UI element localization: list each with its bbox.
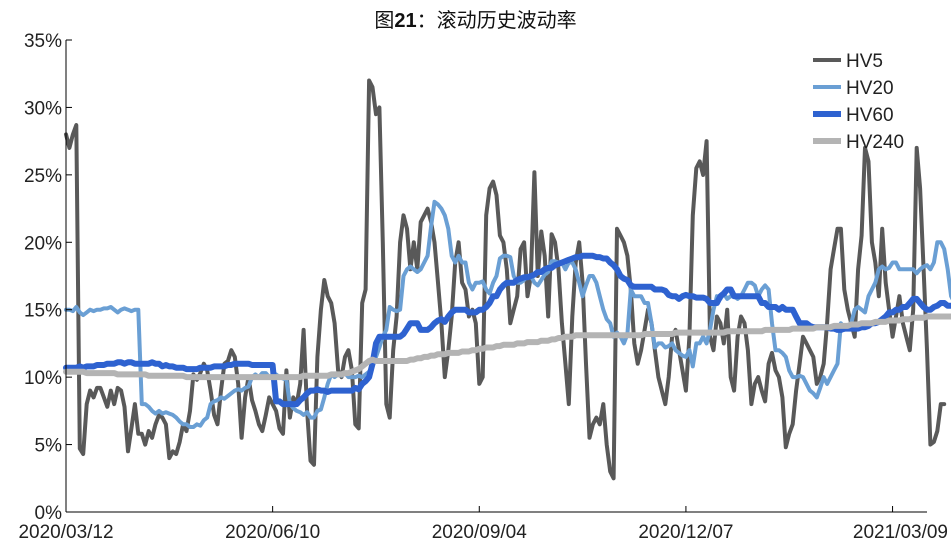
y-tick-label: 15% [24, 301, 62, 322]
legend: HV5 HV20 HV60 HV240 [813, 51, 904, 153]
x-tick-label: 2020/12/07 [638, 522, 733, 541]
series-line-hv5 [64, 78, 947, 481]
y-tick-label: 0% [35, 503, 63, 524]
chart-title: 图21：滚动历史波动率 [374, 8, 577, 32]
x-tick-label: 2020/06/10 [225, 522, 320, 541]
series-line-hv240 [63, 313, 951, 381]
series-layer [63, 78, 951, 481]
y-tick-label: 10% [24, 368, 62, 389]
y-tick-label: 30% [24, 98, 62, 119]
legend-label-hv20: HV20 [846, 78, 894, 99]
x-tick-label: 2020/09/04 [432, 522, 528, 541]
legend-label-hv240: HV240 [846, 132, 904, 153]
x-tick-label: 2020/03/12 [18, 522, 113, 541]
y-tick-label: 25% [24, 166, 62, 187]
y-tick-label: 35% [24, 31, 62, 52]
axes-layer: 0% 5% 10% 15% 20% 25% 30% 35% 2020/03/12 2020/06/… [18, 31, 948, 541]
y-tick-label: 5% [35, 436, 63, 457]
x-tick-label: 2021/03/09 [853, 522, 948, 541]
legend-label-hv60: HV60 [846, 105, 894, 126]
y-tick-label: 20% [24, 233, 62, 254]
legend-label-hv5: HV5 [846, 51, 883, 72]
